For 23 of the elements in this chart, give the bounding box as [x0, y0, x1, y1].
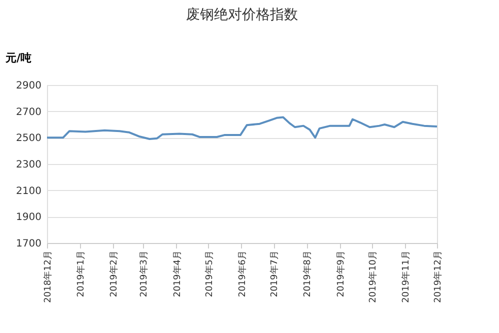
- y-axis-title: 元/吨: [4, 52, 32, 64]
- y-tick-label: 1900: [16, 212, 42, 224]
- x-tick-label: 2019年9月: [335, 250, 346, 298]
- x-tick-label: 2019年2月: [108, 250, 120, 298]
- y-tick-label: 2500: [16, 133, 42, 144]
- x-tick-label: 2019年3月: [138, 250, 150, 298]
- x-tick-label: 2019年5月: [204, 250, 215, 298]
- x-tick-label: 2019年7月: [269, 250, 280, 298]
- x-tick-label: 2019年8月: [302, 250, 314, 298]
- x-tick-label: 2019年11月: [400, 250, 412, 303]
- x-tick-label: 2019年6月: [236, 250, 248, 298]
- y-tick-label: 2700: [16, 106, 42, 118]
- x-tick-label: 2019年4月: [172, 250, 183, 298]
- x-tick-label: 2019年10月: [367, 250, 378, 303]
- x-tick-label: 2019年12月: [432, 250, 444, 303]
- y-tick-label: 1700: [16, 238, 42, 250]
- y-tick-label: 2900: [16, 80, 42, 92]
- y-tick-label: 2100: [16, 186, 42, 197]
- line-series: [46, 116, 438, 140]
- x-tick-label: 2018年12月: [42, 250, 54, 303]
- chart-title: 废钢绝对价格指数: [186, 7, 298, 23]
- x-tick-label: 2019年1月: [76, 250, 87, 298]
- y-tick-label: 2300: [16, 160, 42, 170]
